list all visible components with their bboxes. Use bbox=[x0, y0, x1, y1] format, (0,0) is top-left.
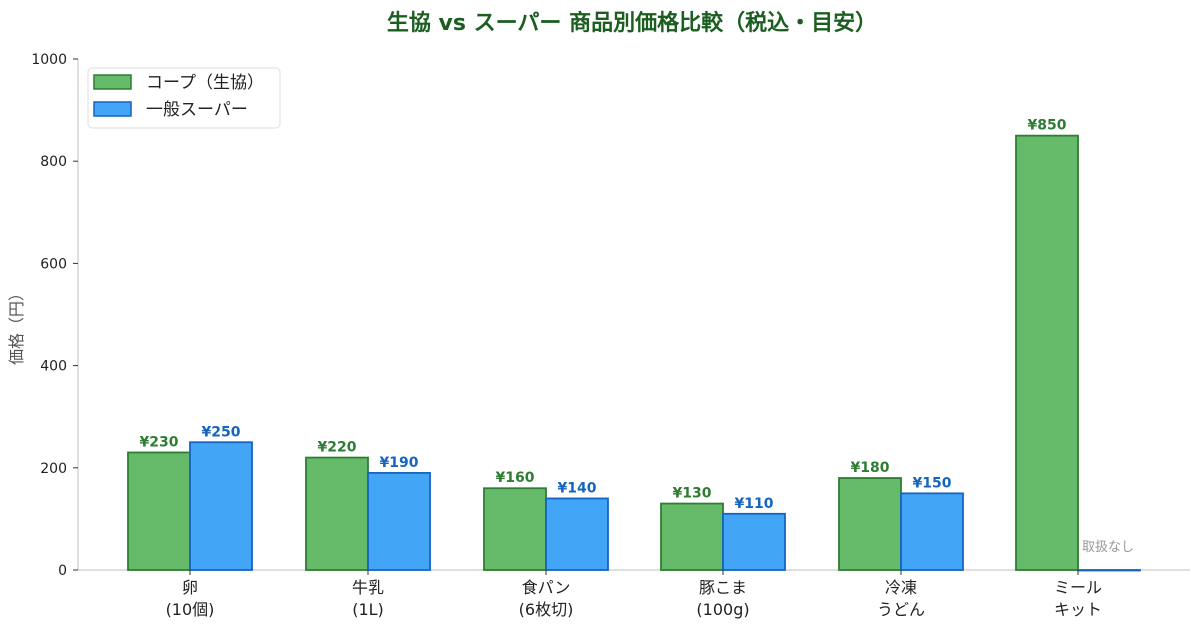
bar-supermarket bbox=[1077, 569, 1141, 572]
value-label-coop: ¥160 bbox=[496, 470, 535, 486]
category-label-line1: ミール bbox=[1054, 578, 1102, 597]
category-label-line2: うどん bbox=[877, 600, 925, 619]
value-label-supermarket: ¥190 bbox=[380, 455, 419, 471]
category-label-line1: 牛乳 bbox=[352, 578, 384, 597]
value-label-supermarket: ¥110 bbox=[735, 496, 774, 512]
bar-coop bbox=[660, 502, 724, 571]
category-label-line1: 豚こま bbox=[699, 578, 747, 597]
legend-swatch-coop bbox=[93, 74, 132, 90]
not-available-note: 取扱なし bbox=[1082, 540, 1134, 555]
y-tick-label: 400 bbox=[40, 359, 67, 375]
value-label-coop: ¥230 bbox=[140, 434, 179, 450]
bar-coop bbox=[127, 451, 191, 571]
bars: ¥230 ¥220 ¥160 ¥130 ¥180 ¥850 ¥250 ¥190 ¥140 ¥110… bbox=[127, 118, 1141, 572]
bar-coop bbox=[483, 487, 547, 571]
bar-supermarket bbox=[189, 441, 253, 571]
value-label-coop: ¥180 bbox=[851, 460, 890, 476]
y-tick-label: 600 bbox=[40, 256, 67, 272]
category-label-line1: 食パン bbox=[522, 578, 571, 597]
y-tick-label: 200 bbox=[40, 461, 67, 477]
category-label-line2: (1L) bbox=[352, 600, 384, 619]
axes bbox=[77, 59, 1190, 571]
y-ticks: 0 200 400 600 800 1000 bbox=[31, 52, 78, 579]
category-label-line1: 冷凍 bbox=[885, 578, 917, 597]
value-label-supermarket: ¥140 bbox=[558, 480, 597, 496]
legend-label-coop: コープ（生協） bbox=[146, 73, 264, 93]
value-label-coop: ¥850 bbox=[1028, 118, 1067, 134]
category-label-line1: 卵 bbox=[182, 578, 198, 597]
y-axis-label: 価格（円） bbox=[7, 285, 26, 365]
legend-swatch-supermarket bbox=[93, 101, 132, 117]
value-label-coop: ¥130 bbox=[673, 486, 712, 502]
value-label-supermarket: ¥150 bbox=[913, 475, 952, 491]
bar-coop bbox=[1015, 134, 1079, 571]
bar-supermarket bbox=[545, 497, 609, 571]
bar-coop bbox=[838, 477, 902, 571]
value-label-supermarket: ¥250 bbox=[202, 424, 241, 440]
category-label-line2: (10個) bbox=[166, 600, 215, 619]
bar-supermarket bbox=[722, 512, 786, 571]
value-label-coop: ¥220 bbox=[318, 440, 357, 456]
bar-supermarket bbox=[900, 492, 964, 571]
bar-supermarket bbox=[367, 472, 431, 571]
chart-title: 生協 vs スーパー 商品別価格比較（税込・目安） bbox=[387, 10, 877, 36]
y-tick-label: 0 bbox=[58, 563, 67, 579]
legend-label-supermarket: 一般スーパー bbox=[146, 100, 248, 120]
y-tick-label: 1000 bbox=[31, 52, 67, 68]
bar-coop bbox=[305, 456, 369, 571]
legend: コープ（生協） 一般スーパー bbox=[87, 67, 281, 129]
category-label-line2: キット bbox=[1054, 600, 1102, 619]
y-tick-label: 800 bbox=[40, 154, 67, 170]
legend-box bbox=[87, 67, 281, 129]
category-label-line2: (100g) bbox=[696, 600, 749, 619]
category-label-line2: (6枚切) bbox=[519, 600, 574, 619]
